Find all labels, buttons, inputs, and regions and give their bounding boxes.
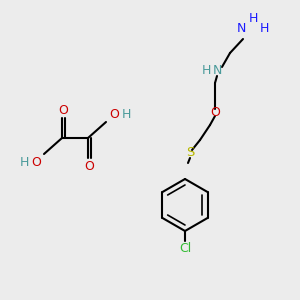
Text: O: O: [31, 155, 41, 169]
Text: H: H: [259, 22, 269, 34]
Text: H: H: [121, 107, 131, 121]
Text: H: H: [201, 64, 211, 76]
Text: S: S: [186, 146, 194, 158]
Text: O: O: [210, 106, 220, 118]
Text: N: N: [212, 64, 222, 76]
Text: N: N: [236, 22, 246, 34]
Text: O: O: [109, 107, 119, 121]
Text: O: O: [58, 103, 68, 116]
Text: O: O: [84, 160, 94, 172]
Text: H: H: [19, 155, 29, 169]
Text: H: H: [248, 13, 258, 26]
Text: Cl: Cl: [179, 242, 191, 256]
